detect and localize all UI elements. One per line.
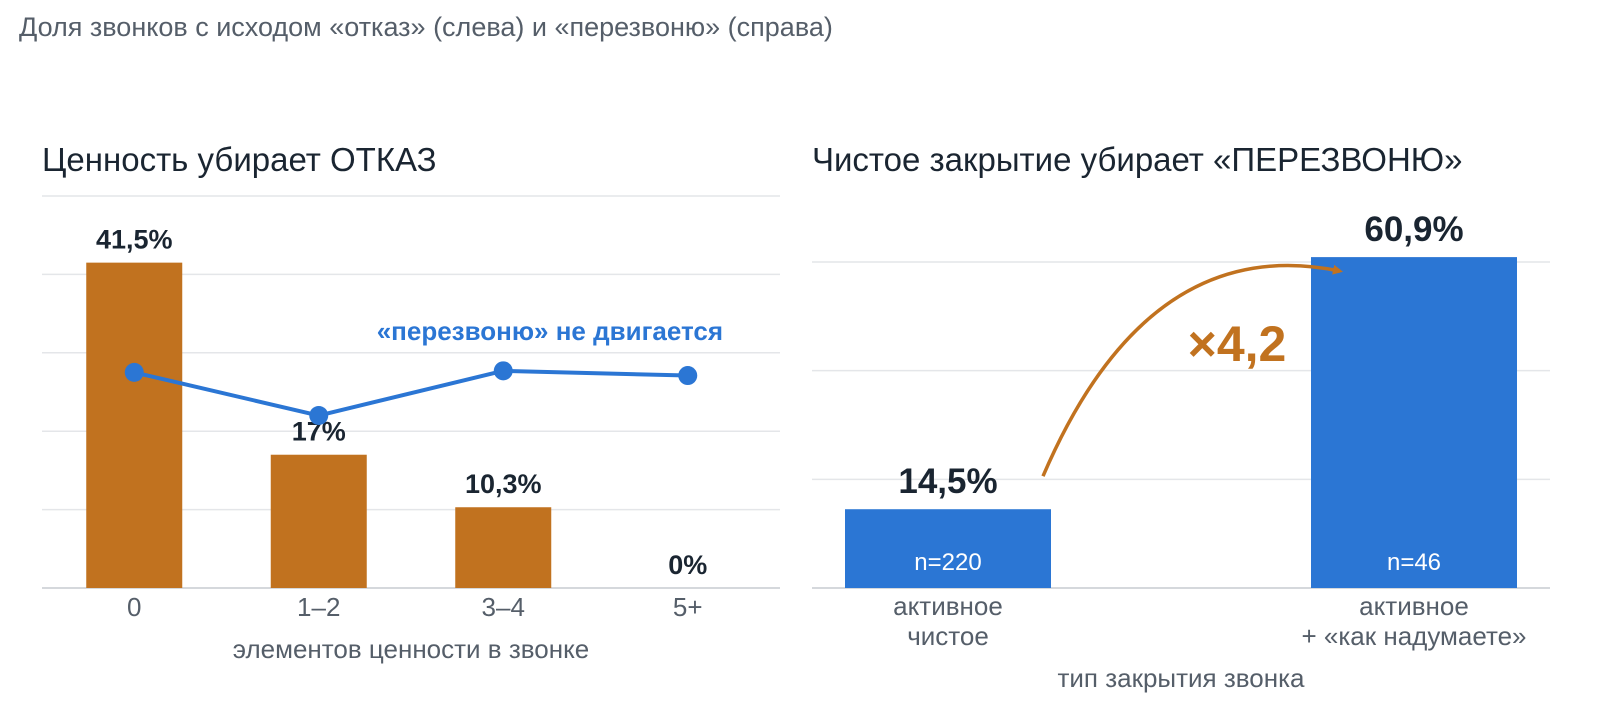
bar-value-label: 14,5% — [898, 462, 997, 501]
bar-n-label: n=46 — [1387, 549, 1441, 576]
line-point — [493, 361, 513, 381]
growth-arrow — [1041, 263, 1343, 477]
right-chart: Чистое закрытие убирает «ПЕРЕЗВОНЮ» 14,5%… — [812, 141, 1550, 693]
x-tick-label: чистое — [907, 621, 989, 651]
x-tick-label: активное — [893, 591, 1003, 621]
bar — [86, 262, 183, 588]
line-point — [124, 362, 144, 382]
bar-n-label: n=220 — [914, 549, 981, 576]
left-chart-title: Ценность убирает ОТКАЗ — [42, 141, 437, 178]
bar-value-label: 41,5% — [96, 225, 173, 255]
x-tick-label: 3–4 — [482, 592, 525, 622]
bar-value-label: 10,3% — [465, 469, 542, 499]
x-axis-label: тип закрытия звонка — [1057, 663, 1305, 693]
line-annotation: «перезвоню» не двигается — [377, 316, 723, 346]
x-tick-label: 0 — [127, 592, 141, 622]
left-chart: Ценность убирает ОТКАЗ41,5%17%10,3%0%«пе… — [42, 141, 780, 664]
x-axis-label: элементов ценности в звонке — [233, 634, 589, 664]
line-series — [133, 368, 688, 418]
right-chart-title: Чистое закрытие убирает «ПЕРЕЗВОНЮ» — [812, 141, 1462, 178]
bar-value-label: 0% — [668, 550, 707, 580]
page-title: Доля звонков с исходом «отказ» (слева) и… — [19, 12, 833, 42]
bar — [270, 454, 367, 588]
x-tick-label: 5+ — [673, 592, 703, 622]
x-tick-label: 1–2 — [297, 592, 340, 622]
multiplier-annotation: ×4,2 — [1188, 316, 1287, 372]
bar-value-label: 60,9% — [1364, 210, 1463, 249]
line-point — [678, 366, 698, 386]
x-tick-label: + «как надумаете» — [1301, 621, 1526, 651]
line-point — [309, 406, 329, 426]
bar — [845, 509, 1051, 588]
bar — [455, 507, 552, 588]
bar — [1311, 257, 1517, 588]
x-tick-label: активное — [1359, 591, 1469, 621]
